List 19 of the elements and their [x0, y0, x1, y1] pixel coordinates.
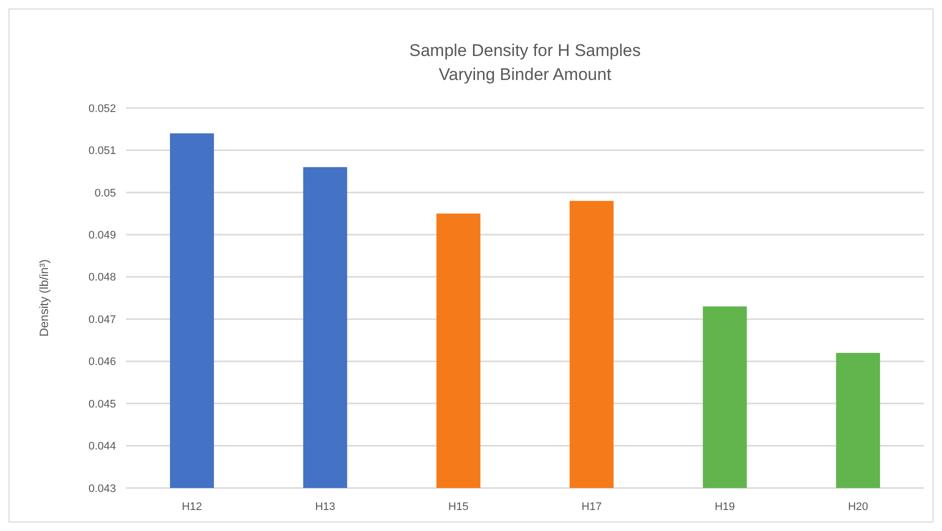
chart-title: Sample Density for H Samples — [409, 41, 641, 60]
x-tick-label: H17 — [582, 501, 602, 513]
y-tick-label: 0.049 — [88, 230, 116, 242]
y-tick-label: 0.045 — [88, 398, 116, 410]
x-tick-label: H15 — [448, 501, 468, 513]
x-tick-label: H13 — [315, 501, 336, 513]
y-axis-title: Density (lb/in³) — [37, 259, 51, 337]
y-tick-label: 0.051 — [88, 145, 116, 158]
y-tick-label: 0.044 — [88, 440, 116, 453]
x-tick-label: H19 — [714, 501, 735, 513]
y-tick-label: 0.048 — [88, 272, 116, 284]
y-tick-label: 0.052 — [88, 102, 116, 115]
y-tick-label: 0.05 — [94, 187, 116, 200]
x-tick-label: H12 — [182, 501, 202, 513]
chart-subtitle: Varying Binder Amount — [438, 65, 612, 84]
y-tick-label: 0.047 — [88, 314, 116, 326]
y-tick-label: 0.046 — [88, 356, 116, 368]
y-tick-label: 0.043 — [88, 482, 116, 495]
x-tick-label: H20 — [848, 501, 868, 513]
